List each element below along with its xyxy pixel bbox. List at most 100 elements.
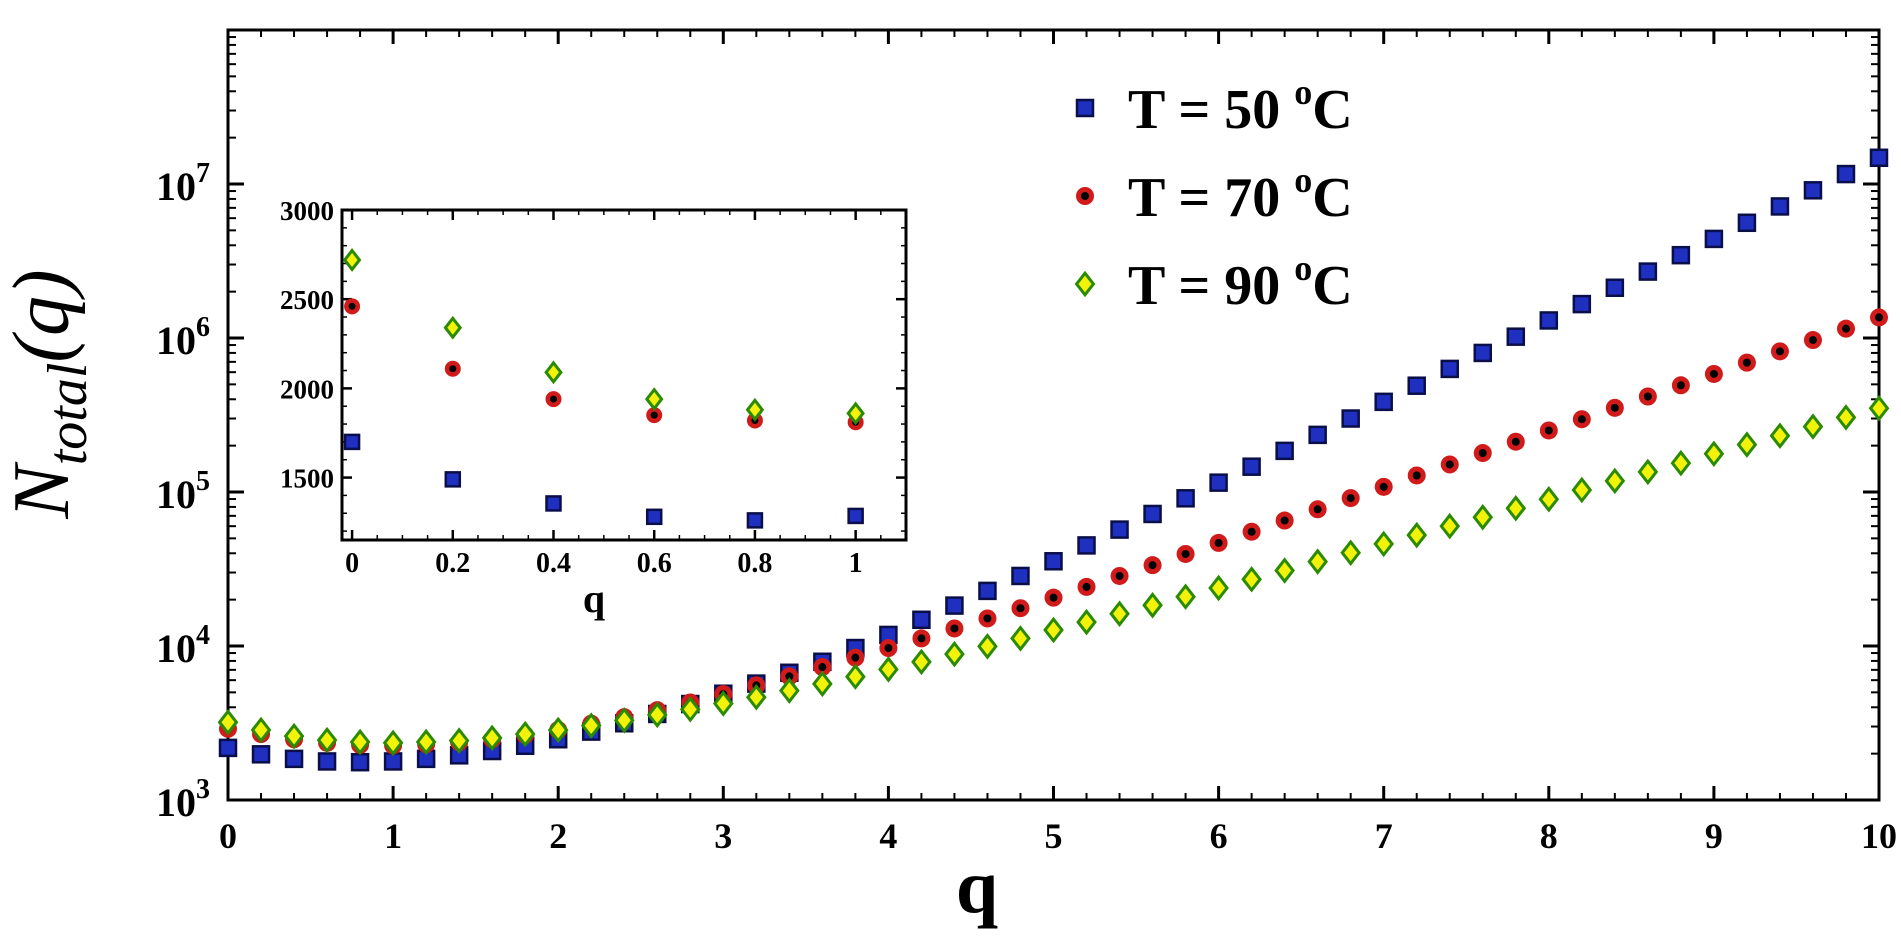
data-point-core [917, 634, 926, 643]
inset-data-point [443, 315, 463, 340]
data-point-core [1610, 403, 1619, 412]
data-point [1208, 574, 1229, 602]
data-point [1539, 311, 1559, 330]
data-point-core [1511, 437, 1520, 446]
data-point [1076, 608, 1097, 636]
data-point [1373, 530, 1395, 558]
inset-data-point [745, 397, 765, 422]
data-point-core [1841, 324, 1850, 333]
x-tick-label: 7 [1375, 816, 1393, 856]
data-point [1737, 213, 1757, 233]
data-point [712, 690, 734, 717]
data-point-core [1577, 415, 1586, 424]
data-point [1407, 466, 1426, 485]
data-point [251, 745, 271, 764]
inset-data-point [645, 508, 663, 526]
data-point [1638, 262, 1658, 281]
data-point-core [1115, 571, 1124, 580]
data-point [977, 633, 998, 660]
legend-marker [1075, 98, 1095, 118]
inset-y-tick-label: 3000 [280, 196, 334, 226]
x-tick-label: 9 [1705, 816, 1723, 856]
data-point [1175, 583, 1196, 610]
data-point [1769, 422, 1791, 449]
data-point [1407, 376, 1426, 395]
inset-data-point [544, 360, 563, 385]
data-point-core [1082, 582, 1091, 591]
data-point [1736, 431, 1758, 458]
legend-label: T = 70 oC [1128, 160, 1353, 229]
x-tick-label: 4 [879, 816, 897, 856]
x-tick-label: 0 [219, 816, 237, 856]
data-point-core [983, 614, 992, 623]
data-point [1704, 229, 1724, 249]
data-point [1341, 489, 1360, 508]
data-point-core [950, 624, 959, 633]
data-point [415, 728, 437, 756]
data-point [1868, 394, 1890, 422]
inset-data-point-core [449, 365, 457, 373]
data-point [1670, 449, 1692, 477]
inset-data-point-core [348, 302, 356, 310]
y-axis-title-sub: total [37, 363, 99, 466]
data-point [912, 629, 931, 648]
data-point [1110, 520, 1129, 539]
data-point [448, 727, 470, 754]
y-tick-label: 107 [156, 158, 210, 209]
data-point [1704, 364, 1723, 383]
x-tick-label: 10 [1861, 816, 1897, 856]
inset-data-point [344, 298, 361, 315]
data-point [1077, 577, 1096, 596]
data-point [283, 722, 305, 750]
data-point [1770, 342, 1789, 361]
data-point-core [1049, 593, 1058, 602]
data-point [1803, 181, 1823, 200]
data-point-core [1280, 516, 1289, 525]
data-point [679, 696, 701, 723]
data-point [1142, 591, 1163, 619]
data-point [1077, 536, 1096, 555]
data-point-core [1643, 392, 1652, 401]
data-point [350, 752, 370, 772]
inset-data-point-core [650, 411, 658, 419]
data-point [1043, 616, 1064, 644]
data-point [1605, 278, 1625, 297]
inset-series-0 [343, 433, 864, 529]
data-point [745, 683, 767, 711]
data-point-core [1412, 471, 1421, 480]
data-point [1802, 413, 1824, 440]
data-point [944, 640, 965, 668]
y-tick-label: 105 [156, 466, 210, 517]
data-point [1604, 467, 1626, 495]
legend: T = 50 oC T = 70 oC T = 90 oC [1074, 72, 1353, 317]
y-axis-title: Ntotal(q) [0, 269, 99, 519]
svg-text:Ntotal(q): Ntotal(q) [0, 269, 99, 519]
x-tick-label: 3 [714, 816, 732, 856]
inset-y-tick-label: 1500 [280, 464, 334, 494]
data-point [1440, 359, 1459, 379]
data-point [1605, 398, 1624, 417]
data-point [382, 729, 404, 757]
data-point [813, 658, 832, 677]
data-point [780, 667, 799, 686]
data-point [1671, 245, 1691, 265]
data-point [1374, 477, 1393, 496]
inset-data-point [746, 512, 764, 529]
inset-x-tick-label: 0.8 [737, 548, 772, 579]
data-point-core [1676, 381, 1685, 390]
data-point [1275, 511, 1294, 530]
data-point-core [1346, 494, 1355, 503]
inset-data-point [847, 507, 864, 525]
inset-series-2 [342, 248, 865, 426]
data-point [779, 677, 800, 704]
data-point-core [1313, 505, 1322, 514]
data-point-core [818, 663, 827, 672]
inset-data-point [343, 433, 361, 451]
x-tick-label: 1 [384, 816, 402, 856]
data-point [978, 609, 997, 628]
data-point [911, 648, 932, 676]
inset-data-point [444, 360, 461, 377]
data-point [812, 670, 833, 698]
inset-series-1 [344, 298, 864, 431]
